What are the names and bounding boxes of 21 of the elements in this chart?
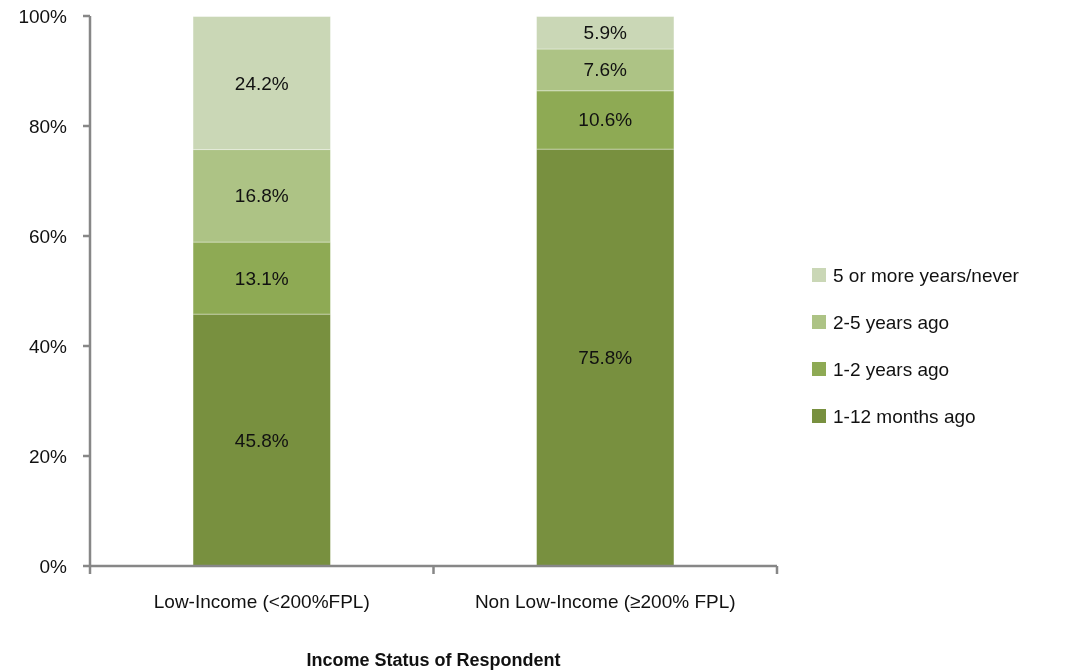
y-tick-label: 100% — [18, 5, 68, 27]
y-tick-label: 60% — [28, 225, 68, 247]
x-tick-label: Non Low-Income (≥200% FPL) — [474, 591, 736, 612]
y-tick-label: 20% — [28, 445, 68, 467]
y-tick-label: 0% — [39, 555, 68, 577]
data-label: 45.8% — [234, 429, 289, 451]
legend-label: 1-2 years ago — [833, 358, 950, 380]
legend-label: 5 or more years/never — [833, 264, 1020, 286]
data-label: 5.9% — [583, 22, 628, 44]
x-tick-label: Low-Income (<200%FPL) — [153, 591, 370, 612]
y-tick-label: 40% — [28, 335, 68, 357]
x-axis-title: Income Status of Respondent — [306, 650, 561, 670]
data-label: 75.8% — [578, 347, 633, 369]
legend-label: 1-12 months ago — [833, 405, 976, 427]
data-label: 10.6% — [578, 109, 633, 131]
data-label: 16.8% — [234, 185, 289, 207]
data-label: 24.2% — [234, 72, 289, 94]
y-tick-label: 80% — [28, 115, 68, 137]
data-label: 7.6% — [583, 59, 628, 81]
legend-label: 2-5 years ago — [833, 311, 950, 333]
data-label: 13.1% — [234, 267, 289, 289]
